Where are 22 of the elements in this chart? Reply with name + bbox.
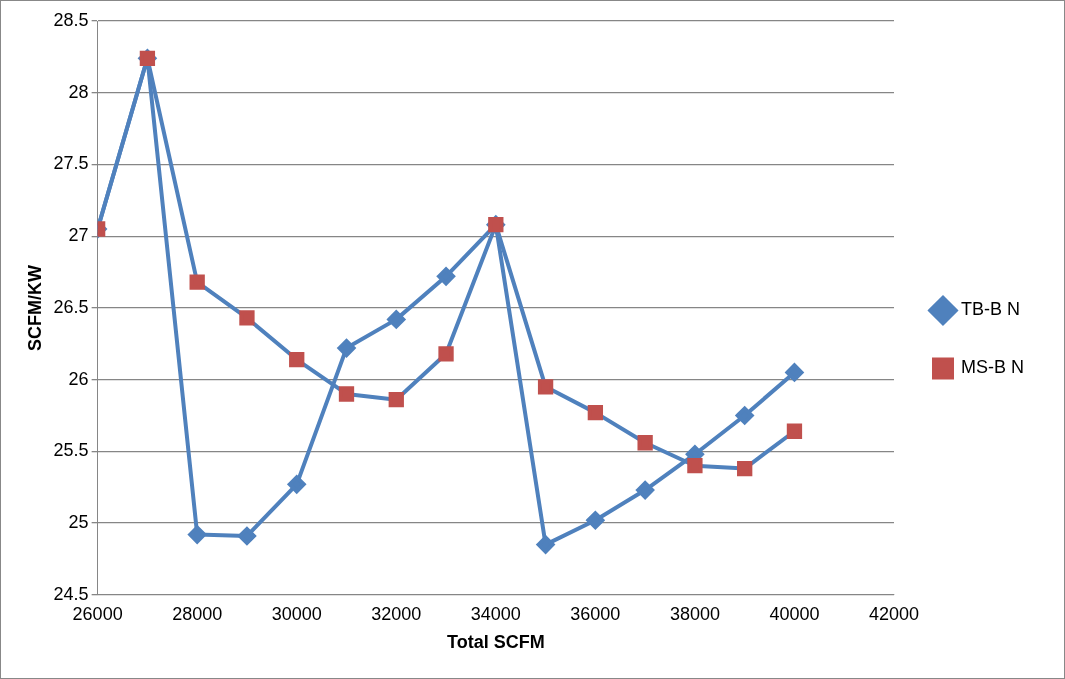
y-tick-label: 27.5	[53, 153, 89, 174]
y-tick-label: 24.5	[53, 583, 89, 604]
y-tick-label: 26.5	[53, 296, 89, 317]
y-tick-label: 28.5	[53, 9, 89, 30]
x-tick-label: 38000	[669, 603, 720, 624]
x-tick-label: 36000	[570, 603, 621, 624]
y-tick-label: 27	[68, 225, 89, 246]
y-tick-label: 25.5	[53, 440, 89, 461]
y-tick-label: 28	[68, 81, 89, 102]
y-axis-title: SCFM/KW	[24, 264, 45, 351]
x-tick-label: 30000	[271, 603, 322, 624]
x-axis-title: Total SCFM	[446, 632, 545, 653]
x-tick-label: 42000	[868, 603, 920, 624]
legend-label: MS-B N	[961, 357, 1024, 378]
y-tick-label: 26	[68, 368, 89, 389]
x-tick-label: 34000	[470, 603, 521, 624]
y-tick-label: 25	[68, 512, 89, 533]
legend-label: TB-B N	[961, 299, 1021, 320]
x-tick-label: 28000	[172, 603, 223, 624]
x-tick-label: 32000	[371, 603, 422, 624]
x-tick-label: 26000	[72, 603, 123, 624]
x-tick-label: 40000	[769, 603, 820, 624]
